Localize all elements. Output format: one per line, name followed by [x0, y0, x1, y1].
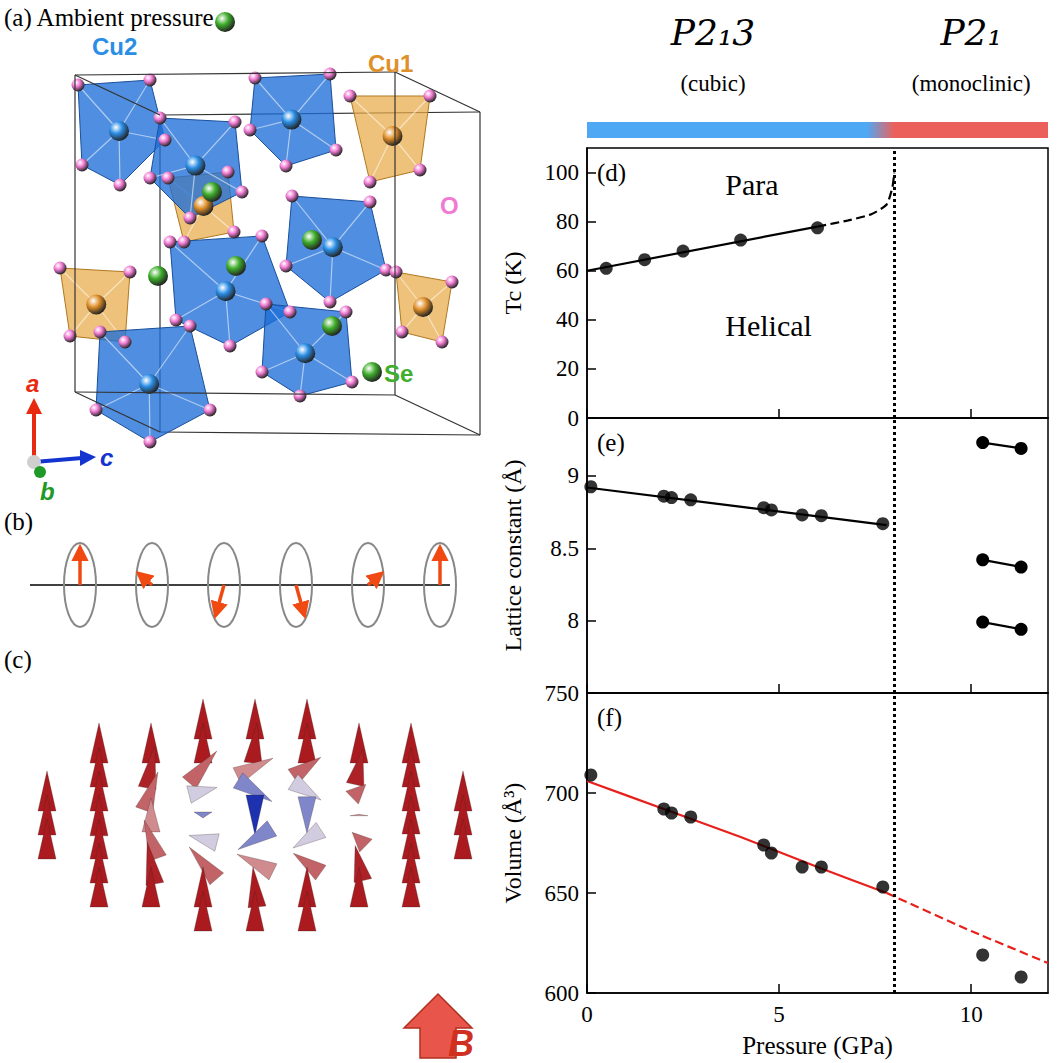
svg-text:60: 60 [556, 258, 579, 283]
svg-text:B: B [448, 1023, 474, 1063]
svg-text:20: 20 [556, 356, 579, 381]
svg-text:(a) Ambient pressure: (a) Ambient pressure [4, 4, 214, 32]
svg-text:Tc (K): Tc (K) [500, 252, 526, 315]
svg-text:(c): (c) [4, 646, 32, 674]
svg-text:Helical: Helical [725, 309, 812, 342]
svg-text:a: a [26, 370, 39, 397]
svg-text:5: 5 [773, 1002, 785, 1027]
svg-text:9: 9 [568, 463, 580, 488]
svg-text:10: 10 [960, 1002, 983, 1027]
svg-text:(f): (f) [597, 704, 622, 732]
svg-text:8: 8 [568, 608, 580, 633]
svg-text:c: c [100, 444, 113, 471]
svg-text:Para: Para [725, 168, 778, 201]
svg-text:600: 600 [545, 981, 580, 1006]
svg-text:Se: Se [384, 360, 413, 387]
svg-text:0: 0 [568, 406, 580, 431]
svg-text:Cu2: Cu2 [92, 33, 137, 60]
svg-text:80: 80 [556, 209, 579, 234]
svg-text:0: 0 [581, 1002, 593, 1027]
svg-text:650: 650 [545, 881, 580, 906]
svg-text:700: 700 [545, 781, 580, 806]
svg-text:P2₁: P2₁ [939, 12, 1002, 53]
svg-text:(b): (b) [4, 508, 33, 536]
svg-text:(cubic): (cubic) [680, 71, 745, 96]
svg-text:b: b [40, 478, 55, 505]
svg-text:40: 40 [556, 307, 579, 332]
svg-text:Lattice constant (Å): Lattice constant (Å) [500, 460, 526, 652]
svg-text:Pressure (GPa): Pressure (GPa) [742, 1032, 893, 1060]
svg-text:100: 100 [545, 160, 580, 185]
svg-text:(d): (d) [597, 159, 626, 187]
svg-text:(e): (e) [597, 429, 625, 457]
svg-text:P2₁3: P2₁3 [670, 12, 755, 53]
svg-text:(monoclinic): (monoclinic) [912, 71, 1031, 96]
svg-text:750: 750 [545, 681, 580, 706]
svg-text:Volume (Å³): Volume (Å³) [500, 783, 526, 904]
svg-text:O: O [440, 192, 459, 219]
svg-text:8.5: 8.5 [550, 536, 579, 561]
svg-text:Cu1: Cu1 [368, 50, 413, 77]
